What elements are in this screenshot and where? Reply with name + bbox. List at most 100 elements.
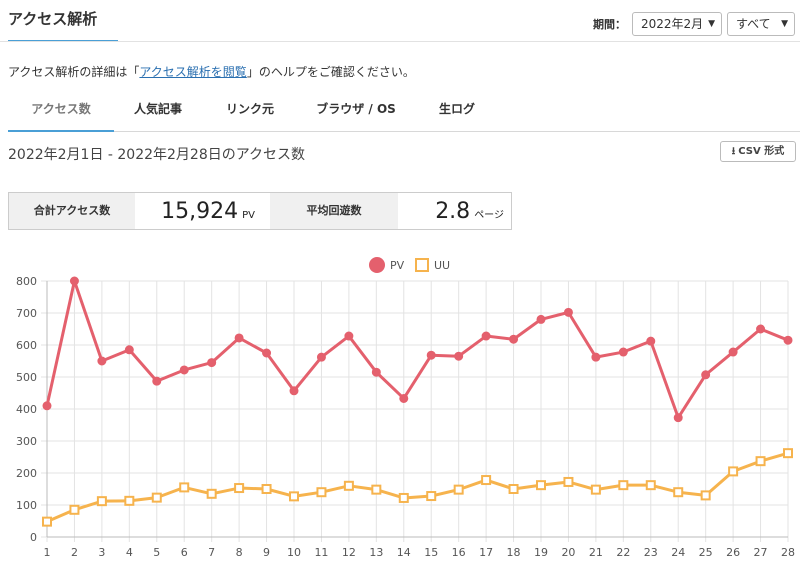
month-select-value: 2022年2月 bbox=[641, 17, 704, 31]
data-point-uu bbox=[343, 480, 354, 491]
data-point-pv bbox=[536, 314, 546, 324]
scope-select-value: すべて bbox=[736, 17, 771, 31]
data-point-uu bbox=[289, 491, 299, 502]
x-tick-label: 26 bbox=[726, 546, 740, 559]
scope-select[interactable]: すべて ▼ bbox=[727, 12, 795, 36]
chevron-down-icon: ▼ bbox=[708, 19, 715, 29]
x-tick-label: 11 bbox=[314, 546, 328, 559]
total-access-unit: PV bbox=[242, 210, 255, 221]
tab-referrers[interactable]: リンク元 bbox=[225, 102, 274, 116]
help-suffix: 」のヘルプをご確認ください。 bbox=[246, 65, 415, 79]
data-point-uu bbox=[481, 475, 492, 486]
x-tick-label: 6 bbox=[181, 546, 188, 559]
data-point-uu bbox=[398, 492, 409, 503]
y-tick-label: 0 bbox=[30, 531, 37, 544]
data-point-pv bbox=[69, 276, 79, 286]
range-title: 2022年2月1日 - 2022年2月28日のアクセス数 bbox=[8, 147, 306, 163]
x-tick-label: 7 bbox=[208, 546, 215, 559]
data-point-uu bbox=[645, 480, 656, 491]
tab-raw-log[interactable]: 生ログ bbox=[438, 102, 475, 116]
y-tick-label: 700 bbox=[16, 307, 37, 320]
data-point-uu bbox=[783, 448, 793, 459]
x-tick-label: 13 bbox=[369, 546, 383, 559]
data-point-uu bbox=[316, 487, 327, 498]
x-tick-label: 28 bbox=[781, 546, 795, 559]
avg-pages-unit: ページ bbox=[474, 210, 504, 221]
total-access-label: 合計アクセス数 bbox=[9, 193, 135, 229]
data-point-uu bbox=[261, 484, 272, 494]
y-tick-label: 100 bbox=[16, 499, 37, 512]
x-tick-label: 12 bbox=[342, 546, 356, 559]
data-point-pv bbox=[756, 324, 766, 334]
series-line-pv bbox=[45, 279, 789, 420]
tab-bar: アクセス数 人気記事 リンク元 ブラウザ / OS 生ログ bbox=[8, 96, 800, 132]
month-select[interactable]: 2022年2月 ▼ bbox=[632, 12, 722, 36]
x-tick-label: 18 bbox=[507, 546, 521, 559]
data-point-uu bbox=[371, 484, 382, 495]
legend-marker-pv bbox=[369, 257, 385, 273]
x-tick-label: 17 bbox=[479, 546, 493, 559]
data-point-uu bbox=[151, 492, 162, 503]
data-point-uu bbox=[536, 480, 546, 491]
total-access-value: 15,924 PV bbox=[135, 193, 263, 229]
data-point-uu bbox=[206, 488, 217, 499]
help-prefix: アクセス解析の詳細は「 bbox=[8, 65, 140, 79]
help-link[interactable]: アクセス解析を閲覧 bbox=[139, 65, 247, 79]
data-point-uu bbox=[755, 456, 766, 467]
y-tick-label: 400 bbox=[16, 403, 37, 416]
x-tick-label: 27 bbox=[754, 546, 768, 559]
csv-export-button[interactable]: ⭳ CSV 形式 bbox=[720, 141, 796, 162]
data-point-uu bbox=[69, 504, 80, 515]
download-icon: ⭳ bbox=[731, 146, 736, 157]
tab-popular-articles[interactable]: 人気記事 bbox=[133, 102, 182, 116]
data-point-uu bbox=[179, 482, 190, 493]
data-point-pv bbox=[728, 347, 738, 357]
tab-access-count[interactable]: アクセス数 bbox=[8, 96, 114, 132]
data-point-uu bbox=[590, 484, 601, 495]
total-access-number: 15,924 bbox=[161, 199, 239, 224]
legend-label-pv: PV bbox=[390, 259, 405, 272]
y-tick-label: 200 bbox=[16, 467, 37, 480]
csv-button-label: CSV 形式 bbox=[738, 146, 785, 157]
data-point-uu bbox=[124, 495, 135, 506]
data-point-pv bbox=[481, 331, 491, 341]
data-point-pv bbox=[591, 352, 601, 362]
data-point-uu bbox=[508, 484, 519, 494]
y-tick-label: 300 bbox=[16, 435, 37, 448]
data-point-pv bbox=[152, 376, 162, 386]
data-point-pv bbox=[783, 335, 793, 345]
stats-panel: 合計アクセス数 15,924 PV 平均回遊数 2.8 ページ bbox=[8, 192, 512, 230]
y-tick-label: 600 bbox=[16, 339, 37, 352]
x-tick-label: 8 bbox=[236, 546, 243, 559]
tab-browser-os[interactable]: ブラウザ / OS bbox=[316, 102, 396, 116]
data-point-pv bbox=[426, 350, 436, 360]
x-tick-label: 19 bbox=[534, 546, 548, 559]
page-title: アクセス解析 bbox=[8, 10, 98, 28]
legend-marker-uu bbox=[415, 258, 429, 272]
data-point-uu bbox=[453, 484, 464, 495]
y-tick-label: 500 bbox=[16, 371, 37, 384]
data-point-pv bbox=[289, 386, 299, 396]
data-point-pv bbox=[97, 356, 107, 366]
period-label: 期間： bbox=[593, 18, 626, 31]
data-point-uu bbox=[673, 487, 684, 498]
data-point-uu bbox=[96, 496, 107, 507]
data-point-pv bbox=[262, 348, 272, 358]
avg-pages-value: 2.8 ページ bbox=[398, 193, 512, 229]
legend-label-uu: UU bbox=[434, 259, 450, 272]
data-point-uu bbox=[426, 491, 437, 502]
x-tick-label: 15 bbox=[424, 546, 438, 559]
data-point-pv bbox=[454, 351, 464, 361]
x-tick-label: 16 bbox=[452, 546, 466, 559]
data-point-pv bbox=[234, 333, 244, 343]
x-tick-label: 10 bbox=[287, 546, 301, 559]
data-point-pv bbox=[646, 336, 656, 346]
data-point-pv bbox=[701, 370, 711, 380]
data-point-pv bbox=[124, 345, 134, 355]
help-text: アクセス解析の詳細は「アクセス解析を閲覧」のヘルプをご確認ください。 bbox=[8, 63, 415, 80]
y-tick-label: 800 bbox=[16, 275, 37, 288]
data-point-pv bbox=[207, 358, 217, 368]
x-tick-label: 2 bbox=[71, 546, 78, 559]
x-tick-label: 20 bbox=[561, 546, 575, 559]
data-point-uu bbox=[563, 476, 574, 487]
